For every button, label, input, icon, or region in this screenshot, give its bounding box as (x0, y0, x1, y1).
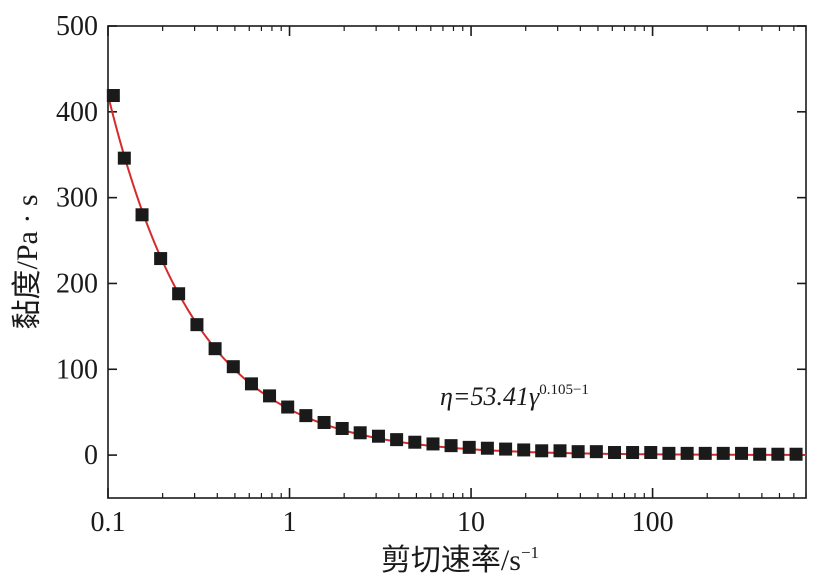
data-point-marker (698, 446, 712, 460)
x-tick-label: 1 (283, 507, 297, 538)
data-point-marker (553, 444, 567, 458)
x-tick-label: 0.1 (91, 507, 126, 538)
data-point-marker (172, 287, 186, 301)
data-point-marker (244, 377, 258, 391)
data-point-marker (208, 342, 222, 356)
data-point-marker (626, 446, 640, 460)
data-point-marker (662, 446, 676, 460)
data-markers (106, 89, 803, 461)
data-point-marker (263, 389, 277, 403)
x-tick-label: 10 (457, 507, 485, 538)
fit-equation-exponent: 0.105−1 (539, 382, 589, 398)
y-tick-label: 500 (56, 11, 98, 42)
y-tick-label: 0 (84, 440, 98, 471)
data-point-marker (462, 440, 476, 454)
data-point-marker (444, 439, 458, 453)
data-point-marker (735, 446, 749, 460)
data-point-marker (716, 446, 730, 460)
data-point-marker (499, 442, 513, 456)
data-point-marker (106, 89, 120, 103)
data-point-marker (353, 426, 367, 440)
data-point-marker (299, 409, 313, 423)
data-point-marker (190, 318, 204, 332)
y-axis-label: 黏度/Pa · s (11, 195, 44, 330)
data-point-marker (317, 415, 331, 429)
data-point-marker (480, 441, 494, 455)
data-point-marker (335, 421, 349, 435)
x-axis-label-main: 剪切速率/s (381, 544, 521, 577)
x-axis-label: 剪切速率/s−1 (381, 543, 539, 577)
fit-equation-main: η=53.41γ (440, 382, 540, 411)
data-point-marker (571, 445, 585, 459)
data-point-marker (680, 446, 694, 460)
fit-equation: η=53.41γ0.105−1 (440, 382, 589, 411)
data-point-marker (135, 208, 149, 222)
y-tick-label: 400 (56, 97, 98, 128)
data-point-marker (226, 360, 240, 374)
data-point-marker (517, 443, 531, 457)
data-point-marker (426, 437, 440, 451)
data-point-marker (408, 435, 422, 449)
y-tick-label: 100 (56, 354, 98, 385)
data-point-marker (281, 400, 295, 414)
plot-frame (107, 25, 807, 499)
data-point-marker (589, 445, 603, 459)
data-point-marker (117, 151, 131, 165)
x-tick-label: 100 (632, 507, 674, 538)
y-axis: 0 100 200 300 400 500 (56, 11, 806, 471)
data-point-marker (535, 444, 549, 458)
y-tick-label: 200 (56, 268, 98, 299)
data-point-marker (154, 252, 168, 266)
data-point-marker (371, 429, 385, 443)
data-point-marker (608, 446, 622, 460)
data-point-marker (789, 447, 803, 461)
data-point-marker (390, 433, 404, 447)
data-point-marker (644, 446, 658, 460)
x-axis-label-exponent: −1 (521, 543, 539, 562)
y-tick-label: 300 (56, 183, 98, 214)
x-axis: 0.1 1 10 100 (91, 26, 807, 538)
data-point-marker (753, 447, 767, 461)
data-point-marker (771, 447, 785, 461)
